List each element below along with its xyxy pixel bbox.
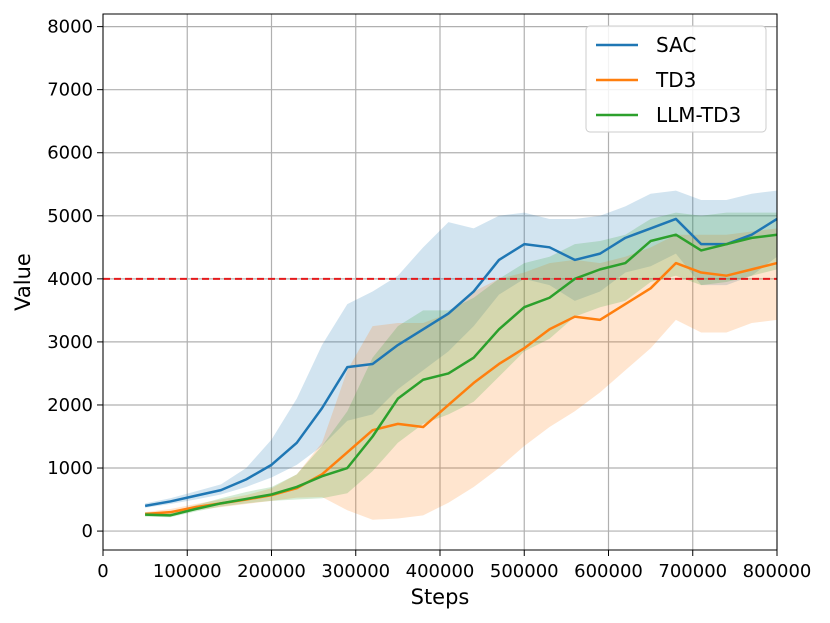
y-tick-label-2000: 2000 (47, 395, 93, 416)
x-tick-label-200000: 200000 (237, 561, 306, 582)
y-tick-label-0: 0 (82, 521, 93, 542)
legend-label-llm-td3: LLM-TD3 (656, 103, 741, 127)
x-tick-label-700000: 700000 (658, 561, 727, 582)
y-tick-label-4000: 4000 (47, 269, 93, 290)
x-tick-label-800000: 800000 (743, 561, 812, 582)
y-tick-label-3000: 3000 (47, 332, 93, 353)
x-tick-label-0: 0 (97, 561, 108, 582)
x-tick-label-500000: 500000 (490, 561, 559, 582)
series-line-llm-td3 (145, 233, 778, 517)
y-tick-label-5000: 5000 (47, 206, 93, 227)
series-lines (144, 217, 778, 517)
y-axis-label: Value (11, 253, 35, 311)
legend-label-td3: TD3 (655, 68, 696, 92)
x-tick-label-300000: 300000 (321, 561, 390, 582)
y-tick-label-1000: 1000 (47, 458, 93, 479)
x-axis-label: Steps (411, 585, 470, 609)
x-tick-label-600000: 600000 (574, 561, 643, 582)
legend: SAC TD3 LLM-TD3 (585, 25, 767, 133)
x-tick-label-100000: 100000 (153, 561, 222, 582)
band-td3 (145, 228, 777, 520)
y-tick-label-7000: 7000 (47, 80, 93, 101)
y-tick-label-6000: 6000 (47, 143, 93, 164)
x-tick-label-400000: 400000 (406, 561, 475, 582)
band-sac (145, 190, 777, 508)
legend-label-sac: SAC (656, 33, 696, 57)
y-tick-label-8000: 8000 (47, 17, 93, 38)
axis-ticks: 0 100000 200000 300000 400000 500000 600000 700… (47, 17, 811, 582)
series-line-sac (144, 217, 778, 508)
legend-box (585, 25, 767, 133)
